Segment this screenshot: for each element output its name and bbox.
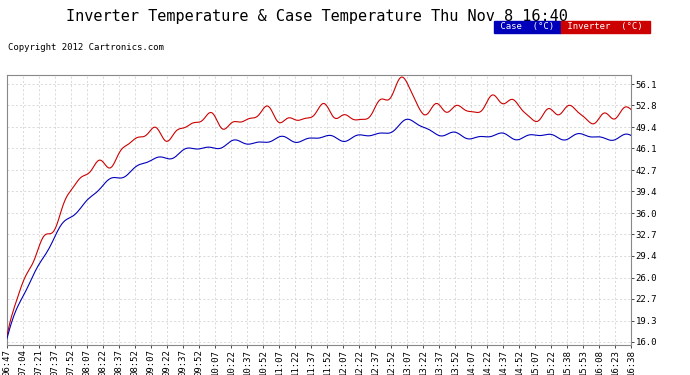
Text: Copyright 2012 Cartronics.com: Copyright 2012 Cartronics.com <box>8 43 164 52</box>
Text: Inverter  (°C): Inverter (°C) <box>562 22 649 32</box>
Text: Case  (°C): Case (°C) <box>495 22 560 32</box>
Text: Inverter Temperature & Case Temperature Thu Nov 8 16:40: Inverter Temperature & Case Temperature … <box>66 9 569 24</box>
